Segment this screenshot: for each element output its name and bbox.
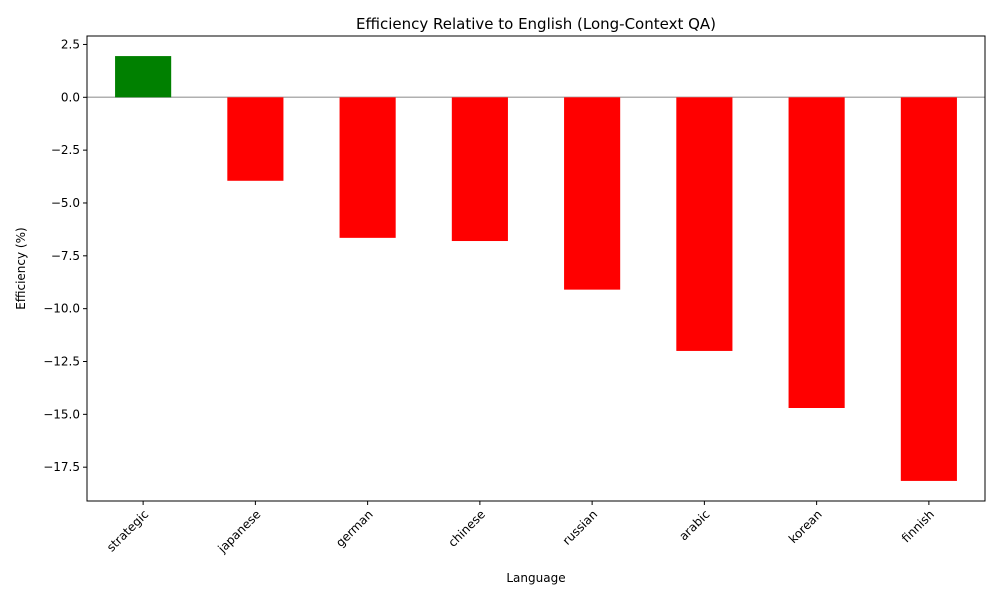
bar-chinese [451,97,508,242]
x-tick-label: german [333,507,376,550]
x-tick-label: russian [560,507,601,548]
bar-japanese [227,97,284,181]
y-tick-label: 0.0 [61,90,80,104]
x-axis-label: Language [506,571,565,585]
bar-russian [564,97,621,290]
bar-finnish [900,97,957,481]
plot-frame [86,35,986,502]
chart-title: Efficiency Relative to English (Long-Con… [356,15,716,33]
y-tick-label: −7.5 [51,249,80,263]
y-tick-label: −2.5 [51,143,80,157]
x-tick-label: strategic [104,507,151,554]
y-tick-label: −5.0 [51,196,80,210]
x-tick-label: korean [786,507,825,546]
y-tick-label: −12.5 [43,355,80,369]
x-tick-label: japanese [215,507,264,556]
bar-german [339,97,396,238]
y-tick-label: 2.5 [61,37,80,51]
bar-korean [788,97,845,408]
x-tick-label: chinese [445,507,488,550]
x-tick-label: arabic [676,507,712,543]
y-tick-label: −17.5 [43,460,80,474]
y-axis-label: Efficiency (%) [14,227,28,309]
bar-strategic [115,56,172,98]
bar-arabic [676,97,733,351]
x-tick-label: finnish [899,507,937,545]
y-tick-label: −15.0 [43,407,80,421]
y-tick-label: −10.0 [43,302,80,316]
